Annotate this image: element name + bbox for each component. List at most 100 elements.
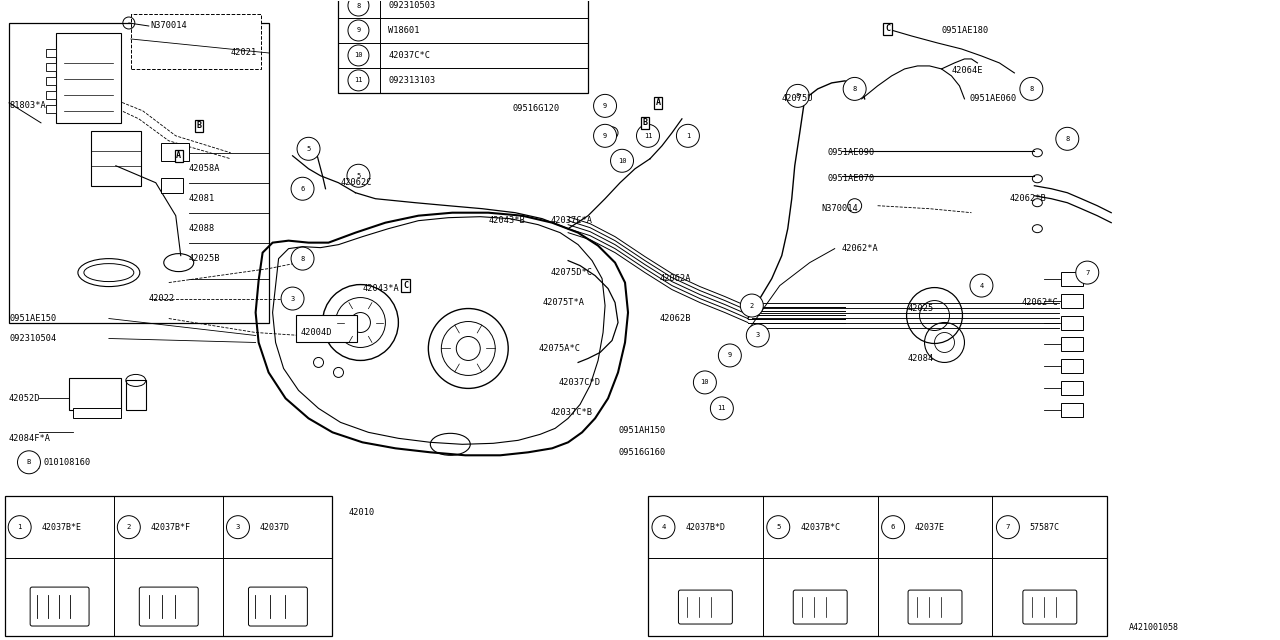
Text: 3: 3 (291, 296, 294, 301)
Text: B: B (643, 118, 648, 127)
Text: 81803*A: 81803*A (9, 101, 46, 110)
Text: 42037B*F: 42037B*F (151, 523, 191, 532)
Text: A: A (177, 151, 182, 160)
Circle shape (844, 77, 867, 100)
Circle shape (970, 274, 993, 297)
Text: 9: 9 (728, 353, 732, 358)
Text: 1: 1 (18, 524, 22, 530)
Text: 42062*B: 42062*B (1010, 194, 1046, 204)
Circle shape (718, 344, 741, 367)
Circle shape (740, 294, 763, 317)
Circle shape (611, 149, 634, 172)
Text: 42064E: 42064E (951, 67, 983, 76)
Text: 0951AE060: 0951AE060 (969, 94, 1016, 104)
Bar (161, 178, 183, 193)
Text: 9: 9 (603, 133, 607, 139)
Text: 3: 3 (755, 333, 760, 339)
Text: 42075A*C: 42075A*C (538, 344, 580, 353)
Text: N370014: N370014 (822, 204, 859, 213)
Circle shape (348, 45, 369, 66)
Text: A421001058: A421001058 (1129, 623, 1179, 632)
Bar (46, 49, 56, 57)
Bar (46, 91, 56, 99)
Text: 5: 5 (356, 173, 361, 179)
Text: 42025B: 42025B (188, 254, 220, 263)
Text: 42052D: 42052D (9, 394, 41, 403)
Text: 092310504: 092310504 (9, 334, 56, 343)
Circle shape (297, 138, 320, 160)
Text: 5: 5 (306, 146, 311, 152)
Bar (46, 77, 56, 85)
Bar (91, 131, 141, 186)
Text: 42062*C: 42062*C (1021, 298, 1059, 307)
Text: A: A (655, 99, 660, 108)
Circle shape (694, 371, 717, 394)
Text: C: C (884, 24, 890, 33)
Text: 6: 6 (301, 186, 305, 192)
Text: 0951AH150: 0951AH150 (618, 426, 666, 435)
Circle shape (291, 247, 314, 270)
Text: 010108160: 010108160 (44, 458, 91, 467)
FancyBboxPatch shape (248, 587, 307, 626)
Bar (1061, 403, 1083, 417)
Text: 42043*A: 42043*A (362, 284, 399, 293)
Text: 8: 8 (356, 3, 361, 8)
Text: 8: 8 (301, 255, 305, 262)
Circle shape (282, 287, 305, 310)
Circle shape (746, 324, 769, 347)
Circle shape (348, 20, 369, 41)
Bar (1061, 360, 1083, 373)
Circle shape (291, 177, 314, 200)
Bar (46, 105, 56, 113)
Bar (1061, 337, 1083, 351)
Bar (1061, 271, 1083, 285)
Text: 4: 4 (662, 524, 666, 530)
Bar (338, 0, 588, 93)
FancyBboxPatch shape (794, 590, 847, 624)
Text: 42081: 42081 (188, 194, 215, 204)
Bar (1061, 294, 1083, 308)
Text: 42084: 42084 (908, 354, 934, 363)
Text: 42037E: 42037E (915, 523, 945, 532)
Text: 42075T*A: 42075T*A (543, 298, 584, 307)
Text: 0951AE070: 0951AE070 (828, 174, 876, 183)
Circle shape (996, 516, 1019, 539)
Text: 42037B*E: 42037B*E (42, 523, 82, 532)
Bar (1061, 381, 1083, 396)
Text: 09516G120: 09516G120 (512, 104, 559, 113)
Text: 42021: 42021 (230, 49, 257, 58)
Text: N370014: N370014 (151, 22, 188, 31)
Text: 42062C: 42062C (340, 179, 372, 188)
Text: 42084F*A: 42084F*A (9, 434, 51, 443)
Circle shape (1020, 77, 1043, 100)
Text: W18601: W18601 (388, 26, 420, 35)
Text: 9: 9 (356, 28, 361, 33)
Circle shape (18, 451, 41, 474)
Circle shape (8, 516, 31, 539)
Circle shape (636, 124, 659, 147)
Text: 42075D*C: 42075D*C (550, 268, 593, 277)
Text: C: C (403, 281, 408, 290)
Text: 2: 2 (127, 524, 131, 530)
Text: 092310503: 092310503 (388, 1, 435, 10)
Bar (69, 378, 120, 410)
Text: 8: 8 (1029, 86, 1033, 92)
Circle shape (882, 516, 905, 539)
Bar (296, 314, 357, 342)
Text: 42037C*A: 42037C*A (550, 216, 593, 225)
Text: 0951AE180: 0951AE180 (942, 26, 988, 35)
Text: 42037B*D: 42037B*D (685, 523, 726, 532)
Bar (9, 23, 269, 323)
Text: 9: 9 (603, 103, 607, 109)
Bar (125, 380, 146, 410)
Text: 42062B: 42062B (660, 314, 691, 323)
Text: 8: 8 (1065, 136, 1069, 142)
Text: 3: 3 (236, 524, 241, 530)
Circle shape (767, 516, 790, 539)
Text: 57587C: 57587C (1030, 523, 1060, 532)
Text: 0951AE090: 0951AE090 (828, 148, 876, 157)
Text: 1: 1 (686, 133, 690, 139)
Text: 42037C*D: 42037C*D (558, 378, 600, 387)
Circle shape (1075, 261, 1098, 284)
Text: 11: 11 (718, 405, 726, 412)
